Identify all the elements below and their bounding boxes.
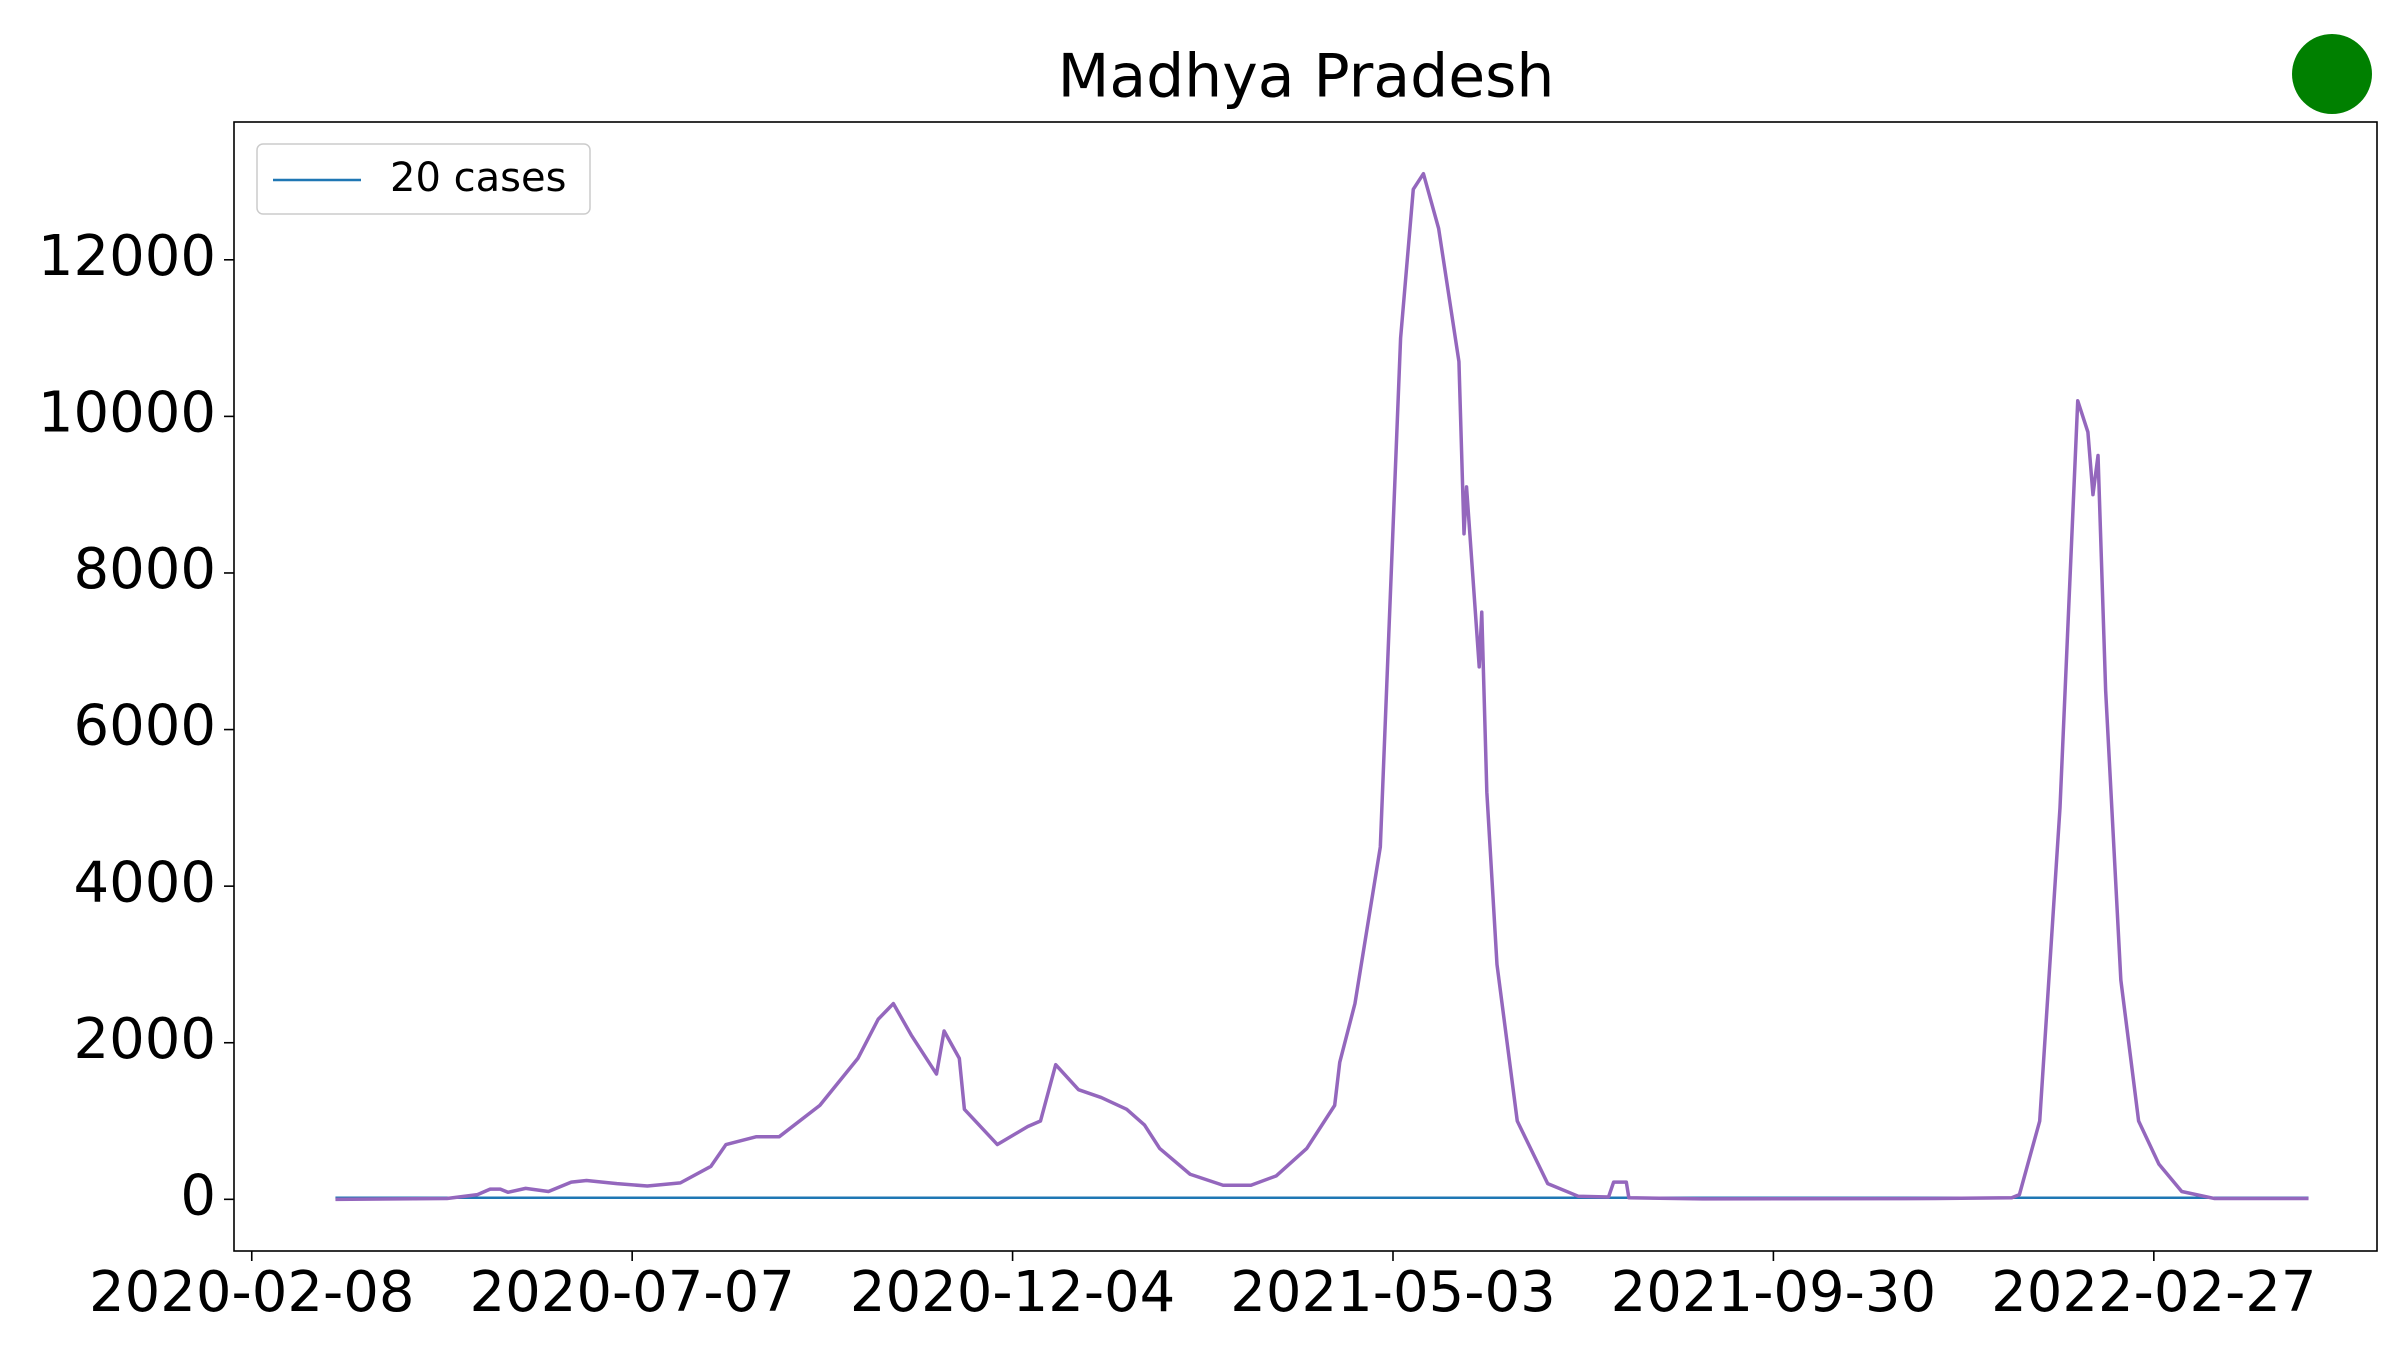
axes-frame [233,121,2378,1252]
legend-label: 20 cases [390,155,566,201]
y-tick-label: 12000 [38,224,216,289]
status-indicator [2292,34,2372,114]
y-tick-label: 4000 [73,850,216,915]
x-tick-label: 2022-02-27 [1991,1260,2316,1325]
x-tick-label: 2021-09-30 [1611,1260,1936,1325]
x-tick-label: 2020-07-07 [469,1260,794,1325]
legend-box [256,143,591,215]
x-tick-label: 2021-05-03 [1230,1260,1555,1325]
y-tick-label: 0 [180,1163,216,1228]
y-tick-label: 8000 [73,537,216,602]
y-tick-label: 6000 [73,694,216,759]
series-line [335,171,2309,1202]
chart-title: Madhya Pradesh [1058,42,1555,112]
y-tick-label: 2000 [73,1007,216,1072]
y-tick-label: 10000 [38,381,216,446]
plot-area [335,171,2309,1202]
x-tick-label: 2020-02-08 [89,1260,414,1325]
x-tick-label: 2020-12-04 [850,1260,1175,1325]
